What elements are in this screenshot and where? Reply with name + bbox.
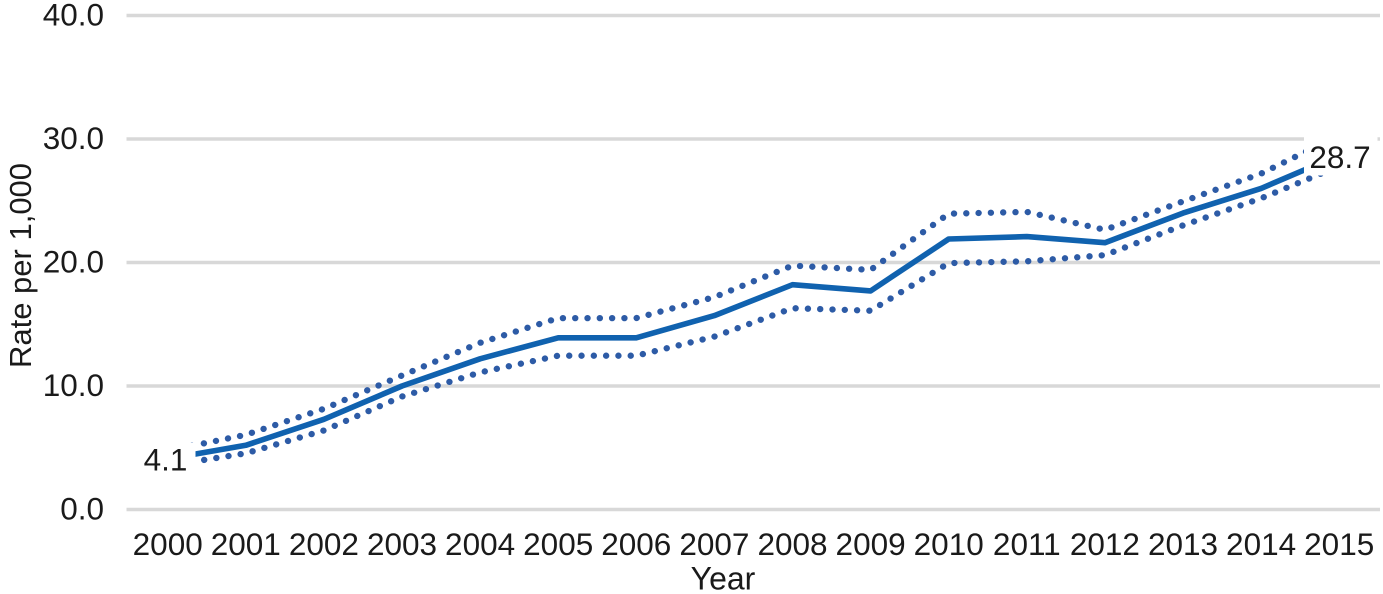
- svg-text:2000: 2000: [133, 526, 203, 562]
- svg-text:20.0: 20.0: [43, 244, 104, 280]
- svg-text:0.0: 0.0: [60, 491, 104, 527]
- svg-text:2003: 2003: [367, 526, 437, 562]
- svg-text:2013: 2013: [1148, 526, 1218, 562]
- svg-text:Year: Year: [691, 561, 756, 594]
- svg-text:2009: 2009: [836, 526, 906, 562]
- svg-text:2012: 2012: [1070, 526, 1140, 562]
- svg-text:4.1: 4.1: [144, 442, 188, 478]
- svg-text:2007: 2007: [679, 526, 749, 562]
- svg-text:2008: 2008: [757, 526, 827, 562]
- svg-text:10.0: 10.0: [43, 367, 104, 403]
- svg-text:Rate per 1,000: Rate per 1,000: [3, 163, 38, 368]
- svg-text:40.0: 40.0: [43, 0, 104, 33]
- svg-text:2002: 2002: [289, 526, 359, 562]
- svg-text:2015: 2015: [1304, 526, 1374, 562]
- svg-text:2004: 2004: [445, 526, 515, 562]
- svg-text:2010: 2010: [914, 526, 984, 562]
- svg-text:2014: 2014: [1226, 526, 1296, 562]
- svg-text:30.0: 30.0: [43, 120, 104, 156]
- svg-text:2001: 2001: [211, 526, 281, 562]
- svg-text:2006: 2006: [601, 526, 671, 562]
- svg-text:2005: 2005: [523, 526, 593, 562]
- svg-text:28.7: 28.7: [1309, 139, 1370, 175]
- svg-text:2011: 2011: [993, 526, 1061, 562]
